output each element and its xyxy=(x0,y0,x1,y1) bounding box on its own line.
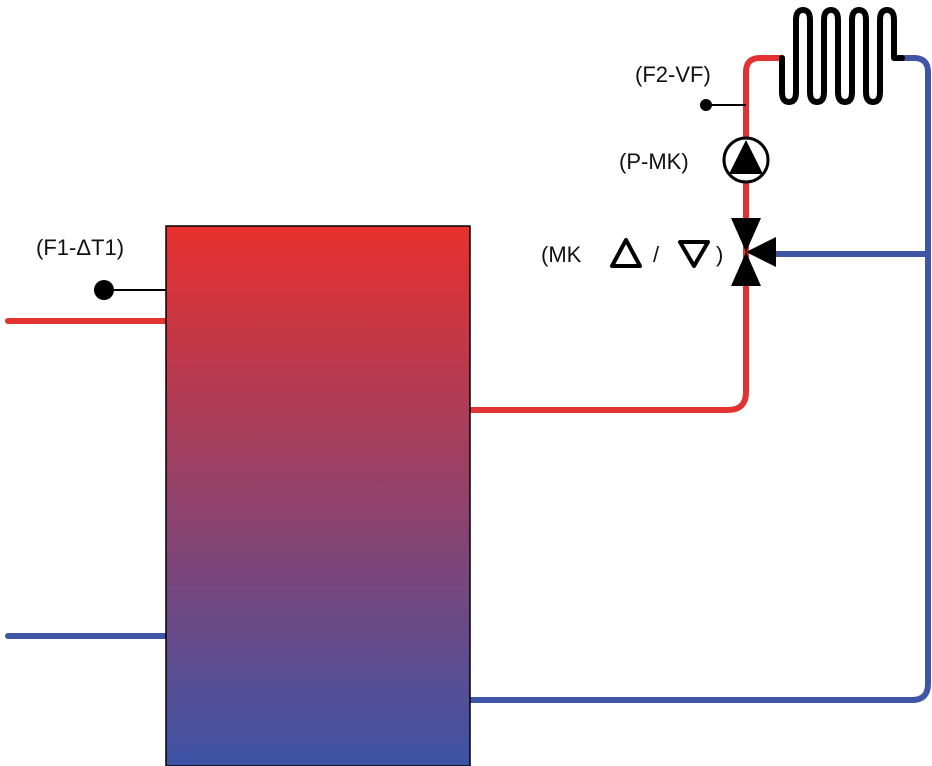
sensor-f2 xyxy=(700,99,746,111)
storage-tank xyxy=(165,225,471,766)
mixing-valve-icon xyxy=(731,218,776,286)
triangle-up-icon xyxy=(610,238,642,268)
pump-label: (P-MK) xyxy=(619,149,689,174)
pump-icon xyxy=(722,136,770,184)
sensor-f1-label: (F1-ΔT1) xyxy=(36,235,124,260)
sensor-f1 xyxy=(94,280,166,300)
cold-return-pipe xyxy=(467,55,931,703)
sensor-dot-icon xyxy=(700,99,712,111)
sensor-dot-icon xyxy=(94,280,114,300)
radiator-coil-icon xyxy=(779,7,905,105)
sensor-f2-label: (F2-VF) xyxy=(635,62,711,87)
mixer-label-separator: / xyxy=(653,242,660,267)
cold-pipes xyxy=(5,55,931,703)
mixer-label-prefix: (MK xyxy=(541,242,582,267)
hot-supply-pipe xyxy=(467,55,785,413)
mixer-label-suffix: ) xyxy=(716,242,723,267)
triangle-down-icon xyxy=(678,240,710,268)
mixer-label: (MK / ) xyxy=(541,238,723,268)
